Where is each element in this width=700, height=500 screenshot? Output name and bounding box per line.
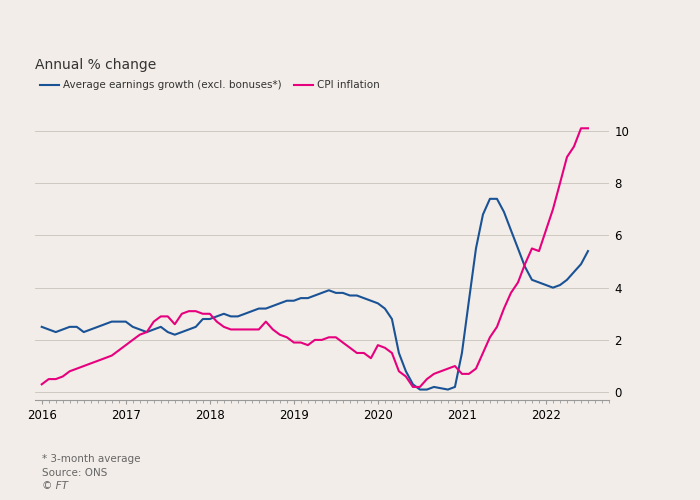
Text: Annual % change: Annual % change xyxy=(35,58,156,72)
Text: Source: ONS: Source: ONS xyxy=(42,468,107,478)
Text: * 3-month average: * 3-month average xyxy=(42,454,141,464)
Text: © FT: © FT xyxy=(42,481,68,491)
Legend: Average earnings growth (excl. bonuses*), CPI inflation: Average earnings growth (excl. bonuses*)… xyxy=(40,80,380,90)
